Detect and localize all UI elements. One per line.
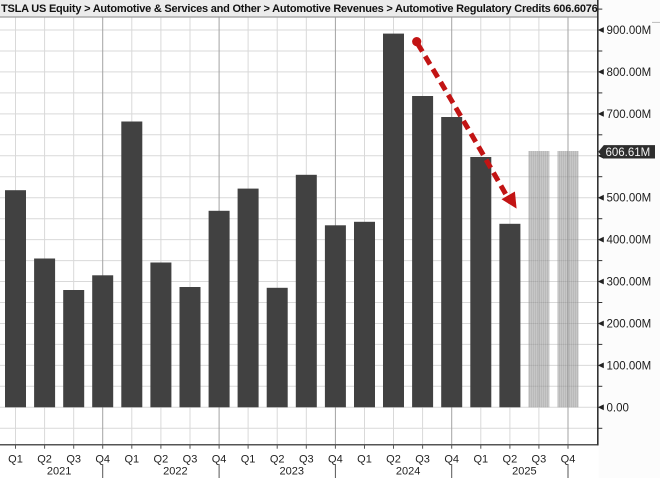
svg-text:Q1: Q1 bbox=[473, 454, 488, 466]
svg-text:2023: 2023 bbox=[280, 466, 304, 478]
svg-text:Q4: Q4 bbox=[561, 454, 576, 466]
svg-text:500.00M: 500.00M bbox=[607, 193, 652, 205]
svg-text:2021: 2021 bbox=[47, 466, 71, 478]
svg-text:Q4: Q4 bbox=[328, 454, 343, 466]
svg-text:2024: 2024 bbox=[396, 466, 420, 478]
svg-text:Q3: Q3 bbox=[299, 454, 314, 466]
svg-text:Q2: Q2 bbox=[503, 454, 518, 466]
svg-text:Q2: Q2 bbox=[386, 454, 401, 466]
svg-text:Q1: Q1 bbox=[357, 454, 372, 466]
svg-text:TSLA US Equity > Automotive &: TSLA US Equity > Automotive & Services a… bbox=[1, 3, 598, 15]
svg-text:Q4: Q4 bbox=[444, 454, 459, 466]
svg-text:Q2: Q2 bbox=[270, 454, 285, 466]
svg-text:Q3: Q3 bbox=[183, 454, 198, 466]
svg-text:2022: 2022 bbox=[163, 466, 187, 478]
svg-text:400.00M: 400.00M bbox=[607, 235, 652, 247]
svg-text:Q3: Q3 bbox=[66, 454, 81, 466]
svg-text:800.00M: 800.00M bbox=[607, 67, 652, 79]
svg-text:Q1: Q1 bbox=[241, 454, 256, 466]
svg-text:606.61M: 606.61M bbox=[606, 147, 651, 159]
svg-text:Q4: Q4 bbox=[212, 454, 227, 466]
svg-text:900.00M: 900.00M bbox=[607, 25, 652, 37]
svg-text:300.00M: 300.00M bbox=[607, 277, 652, 289]
svg-text:Q2: Q2 bbox=[37, 454, 52, 466]
svg-text:Q1: Q1 bbox=[8, 454, 23, 466]
svg-text:Q3: Q3 bbox=[415, 454, 430, 466]
svg-text:Q3: Q3 bbox=[532, 454, 547, 466]
svg-text:Q1: Q1 bbox=[124, 454, 139, 466]
svg-text:700.00M: 700.00M bbox=[607, 109, 652, 121]
svg-text:0.00: 0.00 bbox=[607, 402, 629, 414]
svg-text:Q2: Q2 bbox=[154, 454, 169, 466]
svg-text:100.00M: 100.00M bbox=[607, 360, 652, 372]
svg-text:Q4: Q4 bbox=[95, 454, 110, 466]
svg-text:200.00M: 200.00M bbox=[607, 319, 652, 331]
svg-text:2025: 2025 bbox=[512, 466, 536, 478]
